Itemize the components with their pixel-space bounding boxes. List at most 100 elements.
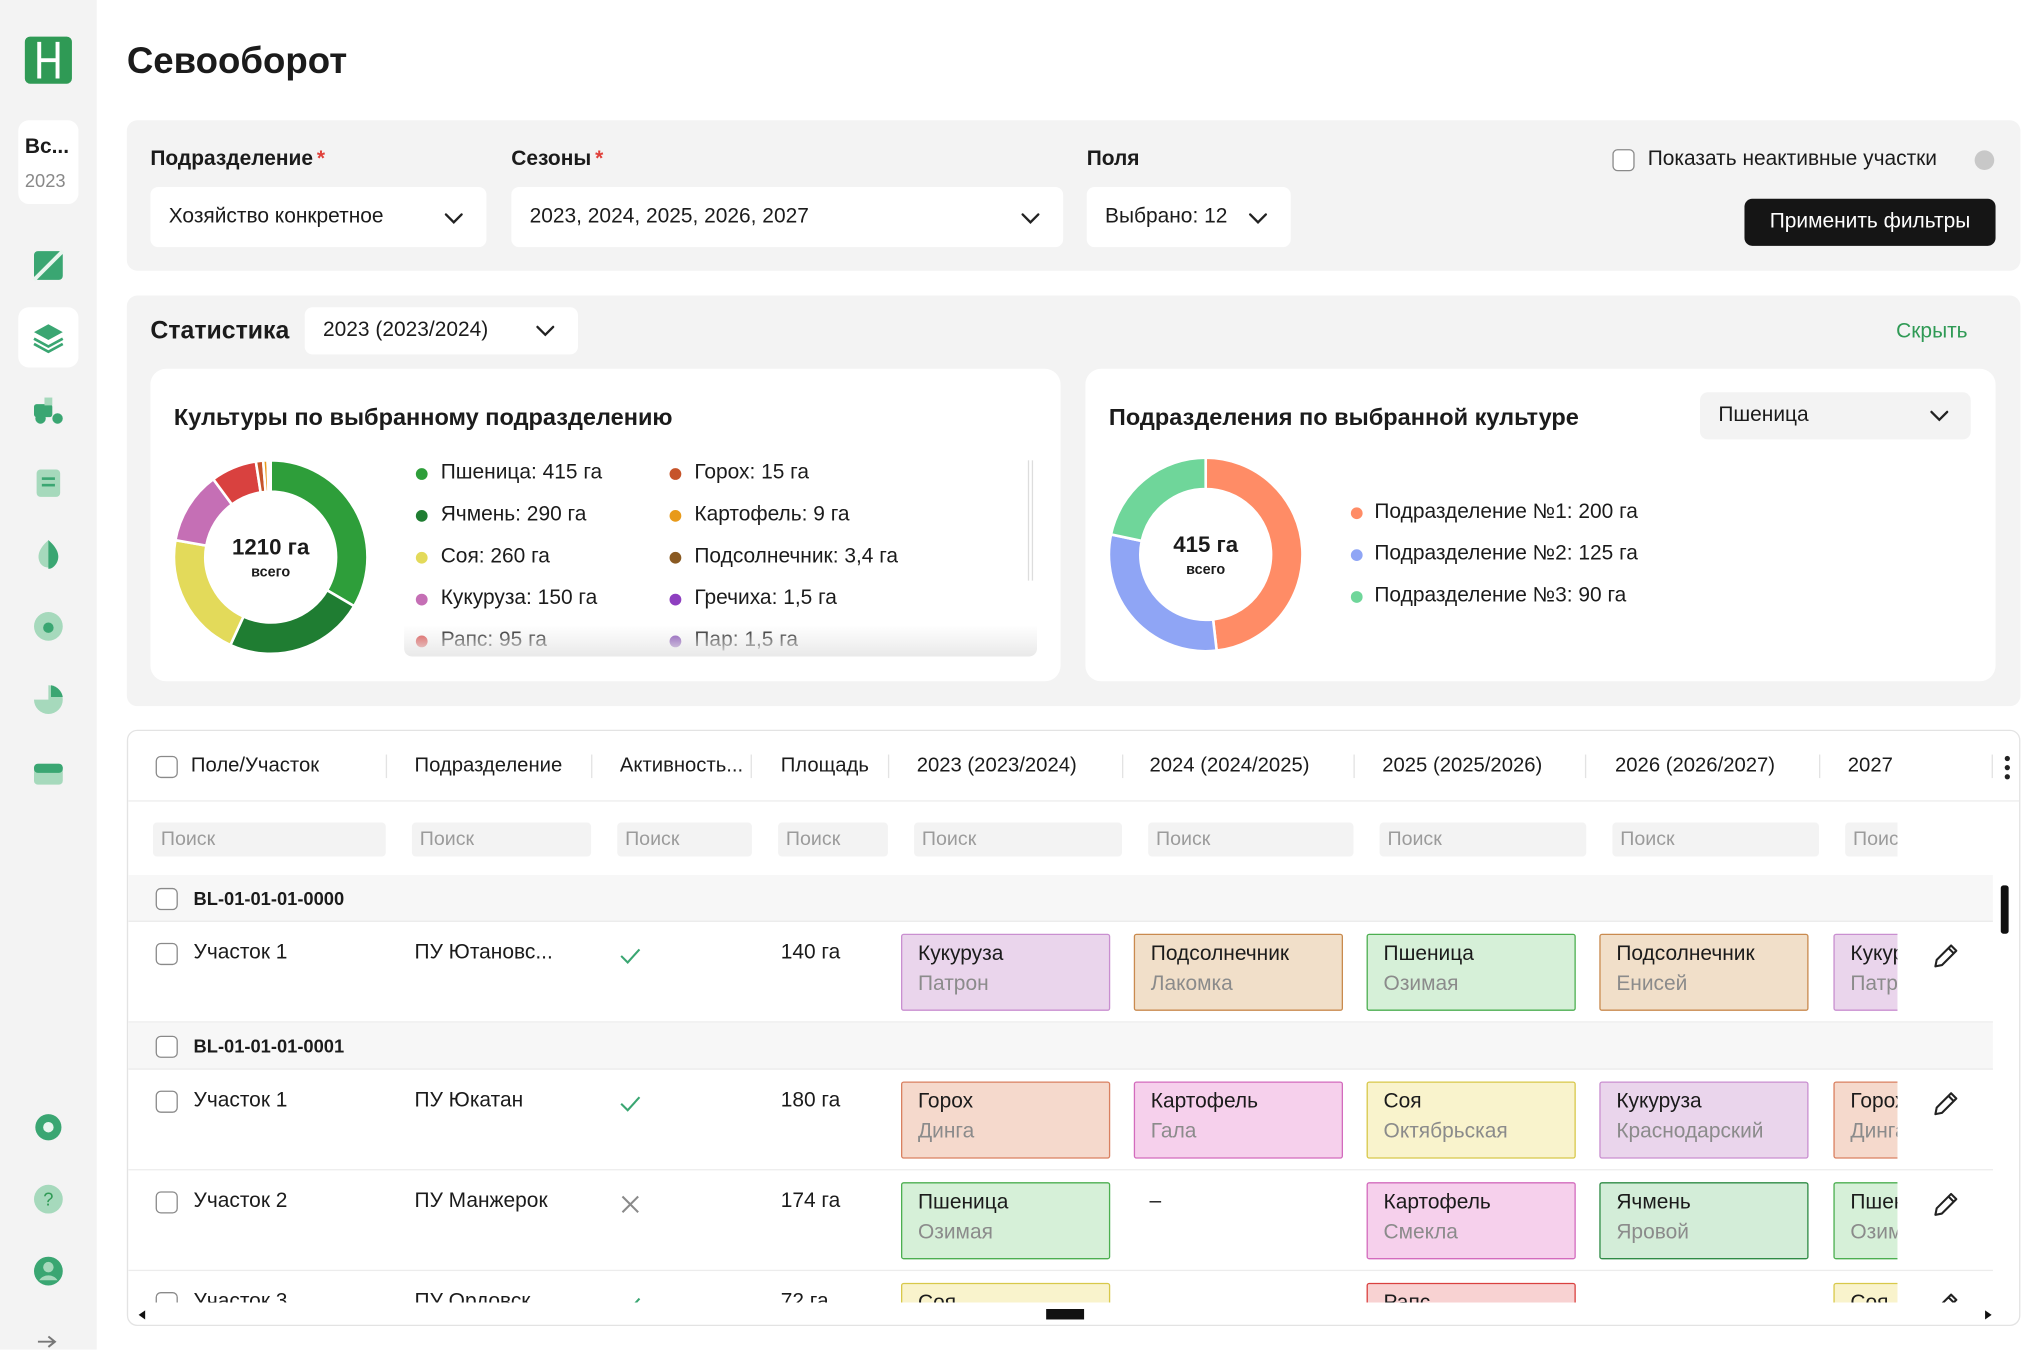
nav-icon[interactable]	[33, 684, 64, 715]
checkbox[interactable]	[155, 1191, 178, 1214]
edit-button[interactable]	[1933, 1091, 1959, 1117]
checkbox[interactable]	[155, 755, 178, 779]
nav-icon[interactable]	[33, 1112, 64, 1143]
search-input[interactable]: Поиск	[411, 822, 592, 857]
select[interactable]: 2023, 2024, 2025, 2026, 2027	[511, 187, 1064, 248]
account-switcher[interactable]: Вс... 2023	[18, 120, 79, 205]
search-input[interactable]: Поиск	[153, 822, 386, 857]
nav-icon[interactable]	[33, 611, 64, 642]
select[interactable]: Выбрано: 12	[1086, 187, 1291, 248]
crop-select[interactable]: Пшеница	[1700, 392, 1971, 440]
search-input[interactable]: Поиск	[1845, 822, 1898, 857]
crop-card[interactable]: Кукуруза Патрон	[1833, 933, 1898, 1011]
legend-label: Подсолнечник: 3,4 га	[694, 545, 899, 568]
crop-card[interactable]: Пшеница Озимая	[1833, 1182, 1898, 1260]
hide-link[interactable]: Скрыть	[1896, 320, 1968, 343]
table-row: Участок 1 ПУ Ютановс... 140 га Кукуруза Патр…	[128, 922, 1993, 1023]
crop-card[interactable]: Картофель Смекла	[1366, 1182, 1576, 1260]
crop-variety: Енисей	[1616, 972, 1688, 996]
account-name: Вс...	[24, 136, 70, 159]
crop-variety: Озимая	[1383, 972, 1459, 996]
column-divider	[1991, 754, 1993, 779]
legend-scrollbar	[1027, 460, 1034, 581]
crop-card[interactable]: Кукуруза Краснодарский	[1599, 1081, 1809, 1159]
crop-name: Пшеница	[1383, 942, 1474, 966]
crop-card[interactable]: РапсЯровой	[1366, 1282, 1576, 1303]
division-name: ПУ Ютановс...	[414, 941, 553, 964]
legend-dot	[669, 593, 682, 606]
edit-button[interactable]	[1933, 1191, 1959, 1217]
crop-name: Соя	[1850, 1289, 1888, 1302]
filter-panel: Подразделение * Хозяйство конкретное Сезоны…	[126, 120, 2021, 271]
column-divider	[591, 754, 593, 779]
search-input[interactable]: Поиск	[1379, 822, 1587, 857]
arrow	[37, 1335, 57, 1348]
filter-label: Поля	[1086, 147, 1140, 171]
crop-name: Соя	[918, 1289, 956, 1302]
search-input[interactable]: Поиск	[1148, 822, 1354, 857]
crop-card[interactable]: Пшеница Озимая	[901, 1182, 1111, 1260]
checkbox[interactable]	[155, 887, 178, 911]
nav-icon[interactable]	[32, 249, 65, 282]
column-header: Подразделение	[414, 754, 563, 777]
select-value: 2023, 2024, 2025, 2026, 2027	[529, 205, 809, 228]
crop-card[interactable]: Горох Динга	[1833, 1081, 1898, 1159]
pencil	[1934, 1092, 1958, 1116]
crop-name: Рапс	[1384, 1289, 1431, 1302]
legend-dot	[1350, 507, 1363, 520]
menu-dot	[2004, 765, 2010, 771]
chevron-icon	[536, 325, 555, 337]
crop-card[interactable]: Картофель Гала	[1133, 1081, 1344, 1159]
legend-dot	[1350, 549, 1363, 562]
menu-dot	[2004, 774, 2010, 780]
apply-button[interactable]: Применить фильтры	[1744, 198, 1996, 246]
nav-icon[interactable]	[33, 467, 64, 498]
arrow	[138, 1310, 146, 1320]
edit-button[interactable]	[1933, 1292, 1959, 1303]
nav-icon[interactable]	[33, 539, 64, 570]
checkbox[interactable]	[155, 942, 178, 966]
crop-card[interactable]: Кукуруза Патрон	[901, 933, 1111, 1011]
search-input[interactable]: Поиск	[617, 822, 752, 857]
nav-icon[interactable]	[33, 1255, 64, 1286]
legend-dot	[415, 593, 428, 606]
checkbox[interactable]	[155, 1292, 178, 1303]
checkbox[interactable]	[1612, 149, 1635, 172]
nav-icon[interactable]	[33, 394, 64, 425]
field-name: Участок 1	[193, 1089, 288, 1112]
nav-icon-part	[41, 483, 55, 487]
edit-button[interactable]	[1933, 943, 1959, 969]
season-select[interactable]: 2023 (2023/2024)	[304, 307, 579, 355]
chevron	[1248, 213, 1268, 224]
crop-name: Соя	[1383, 1090, 1422, 1113]
legend-fade	[404, 625, 1038, 657]
crop-card[interactable]: Пшеница Озимая	[1366, 933, 1576, 1011]
select[interactable]: Хозяйство конкретное	[150, 187, 487, 248]
crop-card[interactable]: Горох Динга	[901, 1081, 1111, 1159]
division-name: ПУ Ордовск	[414, 1290, 531, 1303]
column-menu	[2004, 755, 2010, 780]
checkbox[interactable]	[155, 1035, 178, 1058]
legend-label: Ячмень: 290 га	[440, 503, 587, 526]
crop-card[interactable]: Ячмень Яровой	[1599, 1182, 1809, 1260]
checkbox[interactable]	[155, 1090, 178, 1113]
search-input[interactable]: Поиск	[1612, 822, 1820, 857]
crop-name: Кукуруза	[1616, 1090, 1702, 1113]
account-year: 2023	[24, 170, 66, 191]
search-input[interactable]: Поиск	[778, 822, 888, 857]
season-clip: Пшеница Озимая – Картофель Смекла Ячмень Ярово…	[900, 1170, 1898, 1271]
nav-icon-part	[43, 1261, 54, 1273]
search-input[interactable]: Поиск	[914, 822, 1123, 857]
active-icon	[634, 1297, 641, 1303]
crop-card[interactable]: Подсолнечник Лакомка	[1133, 933, 1344, 1011]
crop-card[interactable]: Подсолнечник Енисей	[1599, 933, 1809, 1011]
nav-icon[interactable]	[33, 322, 64, 354]
nav-icon[interactable]	[33, 756, 64, 787]
nav-icon-part	[39, 1275, 58, 1281]
select-value: Выбрано: 12	[1105, 205, 1228, 228]
group-row: BL-01-01-01-0001	[128, 1022, 1993, 1070]
nav-icon[interactable]: ?	[33, 1183, 64, 1214]
